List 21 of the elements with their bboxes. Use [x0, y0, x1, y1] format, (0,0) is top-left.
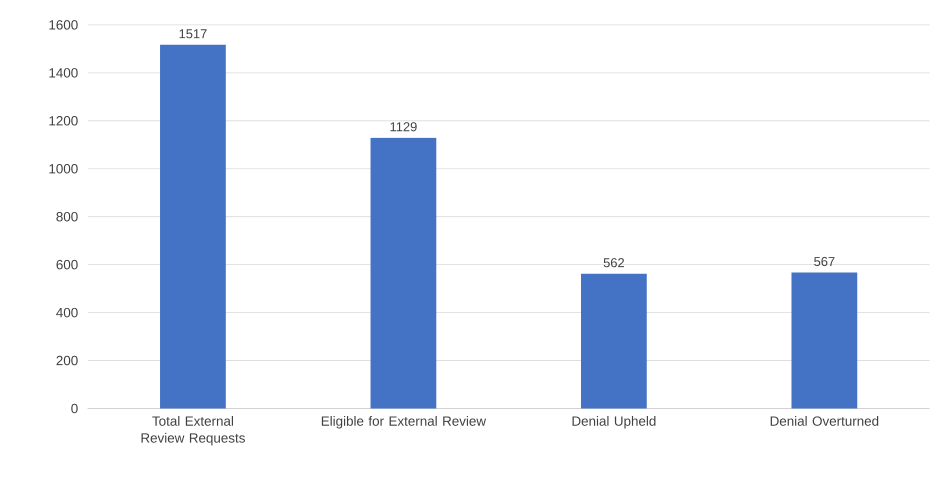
y-tick-label: 0 [71, 404, 78, 414]
x-tick-label: Denial Overturned [770, 416, 878, 426]
y-tick-label: 600 [56, 260, 78, 270]
y-tick-label: 1600 [49, 20, 78, 30]
x-tick-label: Total External Review Requests [142, 416, 245, 446]
y-tick-label: 1200 [49, 116, 78, 126]
y-tick-label: 1400 [49, 68, 78, 78]
x-tick-label: Eligible for External Review [322, 416, 486, 428]
data-label: 562 [604, 258, 624, 268]
y-tick-label: 1000 [49, 164, 78, 174]
data-label: 1517 [180, 29, 207, 38]
y-tick-label: 400 [56, 308, 78, 318]
y-tick-label: 200 [56, 356, 78, 366]
bar [581, 274, 647, 408]
data-label: 1129 [390, 122, 417, 132]
bar [160, 44, 226, 408]
y-tick-label: 800 [56, 212, 78, 222]
bar [370, 138, 436, 408]
x-tick-label: Denial Upheld [572, 416, 656, 428]
data-label: 567 [814, 256, 834, 266]
bar [791, 272, 858, 408]
